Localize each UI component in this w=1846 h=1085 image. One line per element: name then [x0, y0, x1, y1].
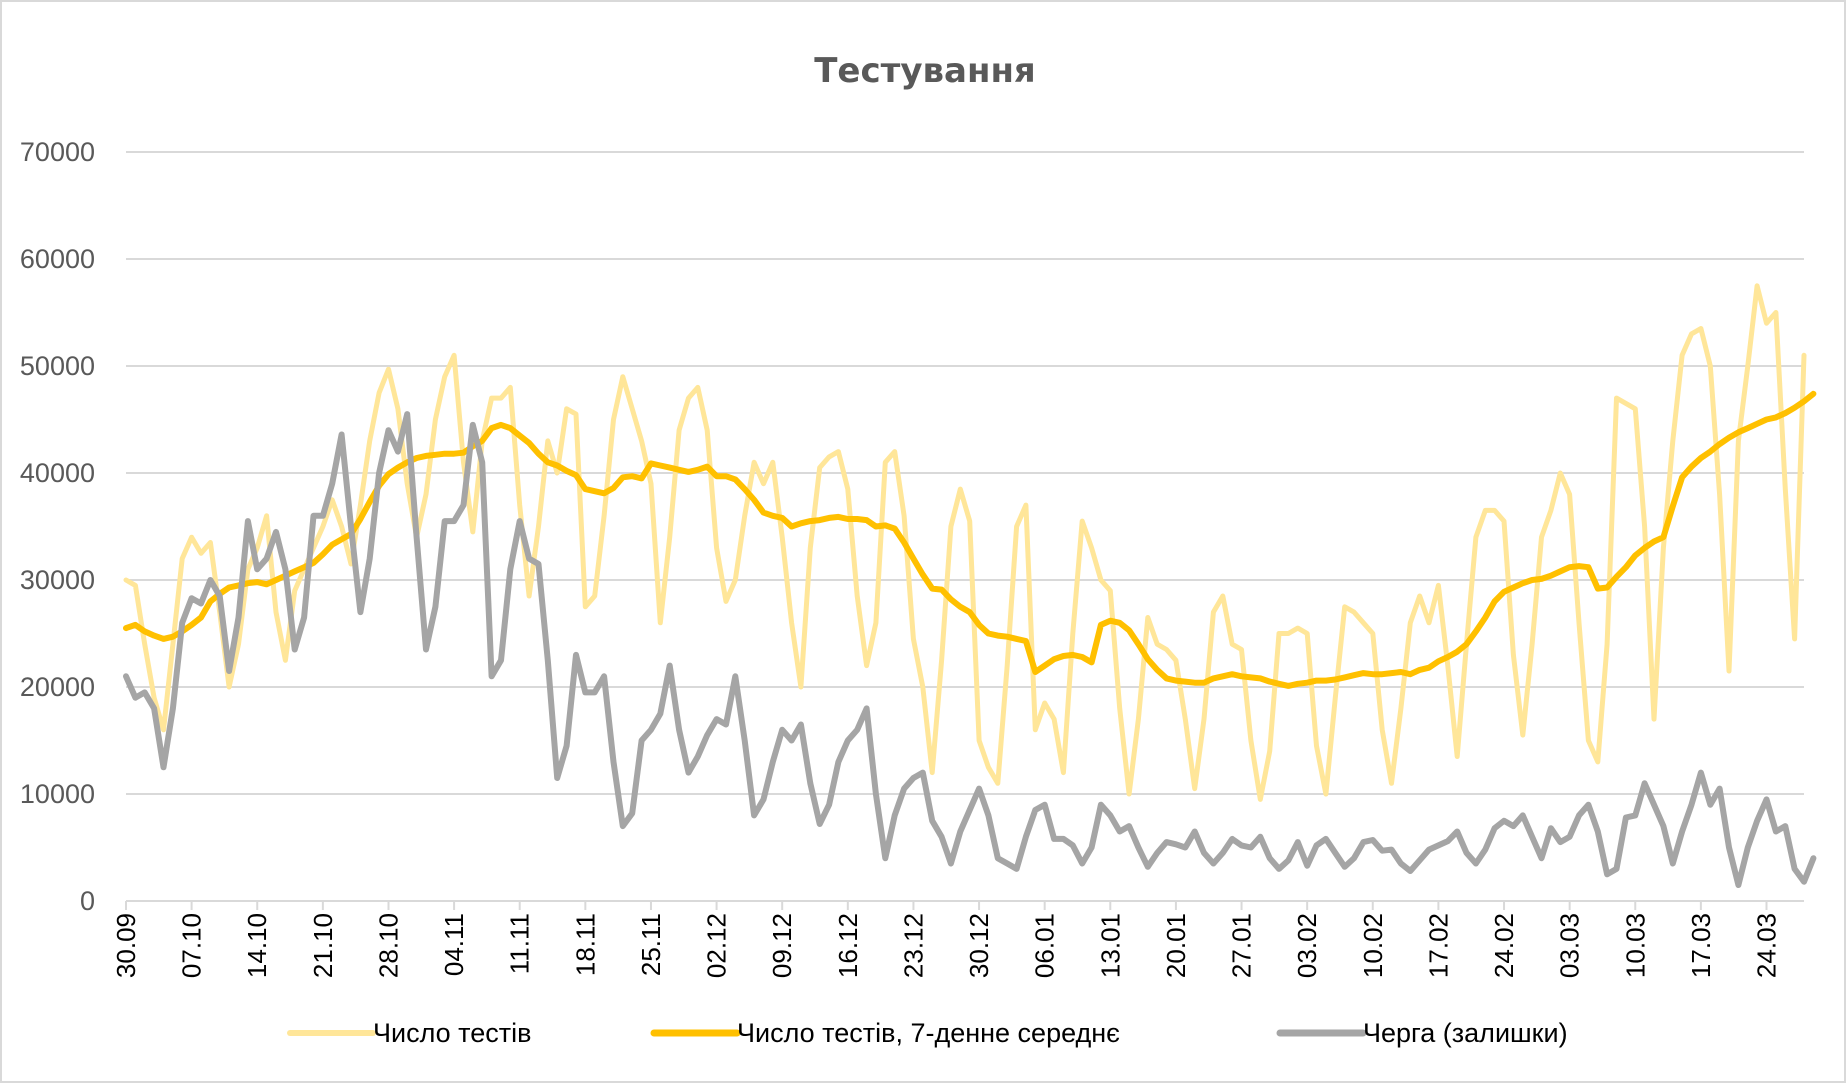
y-tick-label: 20000 [20, 672, 95, 702]
x-tick-label: 10.02 [1358, 913, 1388, 978]
x-tick-label: 23.12 [898, 913, 928, 978]
x-tick-label: 25.11 [636, 913, 666, 976]
x-tick-label: 28.10 [373, 913, 403, 978]
x-tick-label: 03.02 [1292, 913, 1322, 978]
x-tick-label: 30.12 [964, 913, 994, 978]
x-tick-label: 16.12 [833, 913, 863, 978]
series-line-1 [123, 283, 1807, 802]
legend-label: Число тестів [373, 1018, 531, 1048]
legend: Число тестів Число тестів, 7-денне середн… [287, 1018, 1568, 1048]
x-tick-label: 10.03 [1620, 913, 1650, 978]
x-tick-label: 04.11 [439, 913, 469, 976]
x-tick-label: 17.03 [1686, 913, 1716, 978]
x-tick-label: 20.01 [1161, 913, 1191, 978]
y-tick-label: 10000 [20, 779, 95, 809]
y-tick-label: 50000 [20, 351, 95, 381]
x-tick-label: 02.12 [702, 913, 732, 978]
x-tick-label: 30.09 [111, 913, 141, 978]
y-tick-label: 70000 [20, 137, 95, 167]
x-tick-label: 24.02 [1489, 913, 1519, 978]
x-axis-tick-labels: 30.09 07.10 14.10 21.10 28.10 04.11 11.11 18.11… [111, 913, 1782, 978]
y-axis-tick-labels: 0 10000 20000 30000 40000 50000 60000 70000 [20, 137, 95, 916]
legend-label: Черга (залишки) [1363, 1018, 1568, 1048]
y-tick-label: 60000 [20, 244, 95, 274]
chart-title: Тестування [814, 51, 1036, 91]
x-tick-label: 21.10 [308, 913, 338, 978]
x-tick-label: 07.10 [177, 913, 207, 978]
y-tick-label: 30000 [20, 565, 95, 595]
legend-label: Число тестів, 7-денне середнє [737, 1018, 1120, 1048]
x-tick-label: 17.02 [1423, 913, 1453, 978]
series-layer [123, 283, 1817, 888]
x-tick-label: 11.11 [505, 913, 535, 974]
x-tick-label: 24.03 [1752, 913, 1782, 978]
x-tick-label: 18.11 [570, 913, 600, 976]
y-tick-label: 40000 [20, 458, 95, 488]
x-tick-label: 09.12 [767, 913, 797, 978]
series-line-2 [123, 390, 1817, 689]
x-tick-label: 06.01 [1030, 913, 1060, 978]
series-line-3 [123, 411, 1817, 888]
x-axis [125, 900, 1804, 910]
x-tick-label: 03.03 [1555, 913, 1585, 978]
x-tick-label: 13.01 [1095, 913, 1125, 978]
y-tick-label: 0 [80, 886, 95, 916]
x-tick-label: 27.01 [1227, 913, 1257, 978]
x-tick-label: 14.10 [242, 913, 272, 978]
